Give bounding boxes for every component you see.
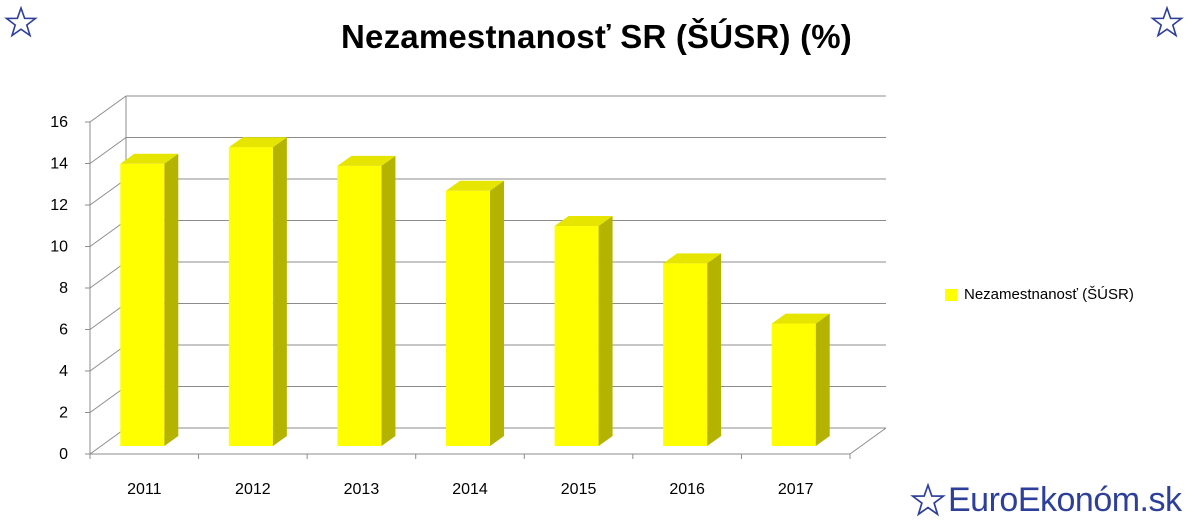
star-icon-top-right	[1150, 6, 1184, 38]
y-tick-label: 14	[50, 156, 68, 173]
x-tick-label: 2016	[669, 481, 705, 498]
y-tick-label: 6	[59, 322, 68, 339]
y-tick-label: 4	[59, 363, 68, 380]
x-tick-label: 2013	[344, 481, 380, 498]
x-tick-label: 2017	[778, 481, 814, 498]
bar-side	[272, 137, 287, 446]
brand-logo: EuroEkonóm.sk	[910, 481, 1182, 520]
bar	[337, 165, 382, 446]
x-tick-label: 2015	[561, 481, 597, 498]
star-icon-top-left	[4, 6, 38, 38]
y-tick-label: 12	[50, 197, 68, 214]
legend-label: Nezamestnanosť (ŠÚSR)	[964, 286, 1134, 303]
bar	[446, 190, 490, 446]
bar-top	[337, 155, 396, 166]
bar-side	[381, 155, 396, 446]
bar-side	[164, 153, 179, 447]
x-tick-label: 2014	[452, 481, 488, 498]
bar	[663, 263, 708, 446]
gridline-diagonal	[89, 220, 127, 247]
bar	[120, 163, 165, 447]
legend-swatch	[945, 288, 957, 301]
gridline-diagonal	[89, 137, 127, 164]
bar-top	[771, 313, 830, 324]
x-tick-label: 2011	[127, 481, 162, 498]
gridline-diagonal	[89, 261, 127, 289]
bar-top	[554, 216, 613, 227]
y-tick-label: 2	[59, 405, 68, 422]
brand-name: EuroEkonóm.sk	[948, 481, 1182, 519]
bar	[554, 226, 599, 446]
floor-right-edge	[849, 427, 887, 455]
bar-side	[815, 313, 830, 446]
bar-side	[707, 253, 722, 446]
x-tick-label: 2012	[235, 481, 271, 498]
gridline-diagonal	[89, 178, 127, 206]
bar-top	[663, 253, 722, 264]
bar-side	[598, 216, 613, 446]
gridline-diagonal	[89, 344, 127, 372]
gridline-diagonal	[89, 303, 127, 330]
y-tick-label: 10	[50, 239, 68, 256]
bar-top	[228, 137, 287, 148]
bar	[228, 147, 273, 446]
y-tick-label: 8	[59, 280, 68, 297]
gridline-diagonal	[89, 95, 127, 123]
star-icon-brand	[910, 482, 946, 516]
bar-side	[490, 180, 504, 446]
bar	[771, 323, 816, 446]
chart-legend: Nezamestnanosť (ŠÚSR)	[945, 286, 1134, 303]
bar-top	[120, 153, 179, 164]
gridline-diagonal	[89, 427, 127, 455]
bar-top	[446, 180, 504, 191]
chart-title: Nezamestnanosť SR (ŠÚSR) (%)	[341, 18, 852, 55]
gridline-diagonal	[89, 386, 127, 413]
y-tick-label: 0	[59, 446, 68, 463]
y-tick-label: 16	[50, 114, 68, 131]
